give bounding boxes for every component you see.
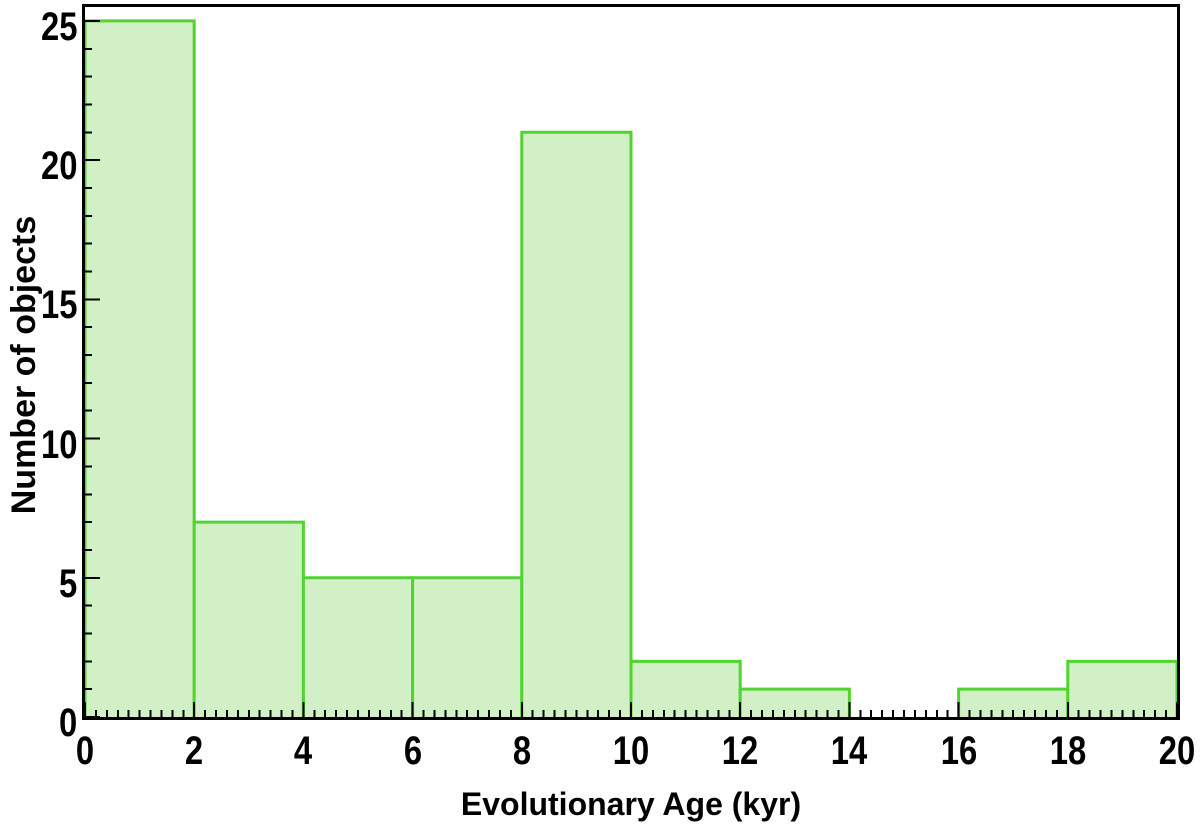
x-tick-label: 18 bbox=[1049, 729, 1087, 773]
x-tick-label: 2 bbox=[185, 729, 204, 773]
plot-area bbox=[82, 4, 1180, 720]
x-tick-label: 16 bbox=[940, 729, 977, 773]
histogram-bar bbox=[301, 576, 415, 717]
y-tick-label: 20 bbox=[40, 144, 77, 189]
y-tick-label: 10 bbox=[40, 422, 77, 467]
x-tick-label: 8 bbox=[512, 729, 531, 773]
x-tick-label: 20 bbox=[1158, 729, 1196, 773]
x-tick-label: 14 bbox=[831, 729, 868, 773]
y-tick-label: 25 bbox=[40, 4, 77, 49]
x-tick-label: 6 bbox=[403, 729, 422, 773]
y-tick-label: 15 bbox=[40, 283, 77, 328]
x-tick-label: 12 bbox=[721, 729, 759, 773]
histogram-bar bbox=[192, 520, 305, 717]
histogram-svg bbox=[85, 19, 1177, 717]
x-tick-label: 4 bbox=[294, 729, 313, 773]
x-tick-label: 10 bbox=[612, 729, 650, 773]
histogram-bar bbox=[629, 659, 742, 717]
y-tick-label: 5 bbox=[58, 561, 77, 606]
histogram-bar bbox=[411, 576, 524, 717]
histogram-bar bbox=[85, 19, 196, 717]
x-tick-label: 0 bbox=[75, 729, 95, 773]
y-axis-title: Number of objects bbox=[5, 215, 43, 515]
histogram-bar bbox=[520, 130, 633, 717]
x-axis-title: Evolutionary Age (kyr) bbox=[460, 786, 802, 822]
histogram-bar bbox=[1066, 659, 1177, 717]
y-tick-label: 0 bbox=[58, 701, 77, 745]
